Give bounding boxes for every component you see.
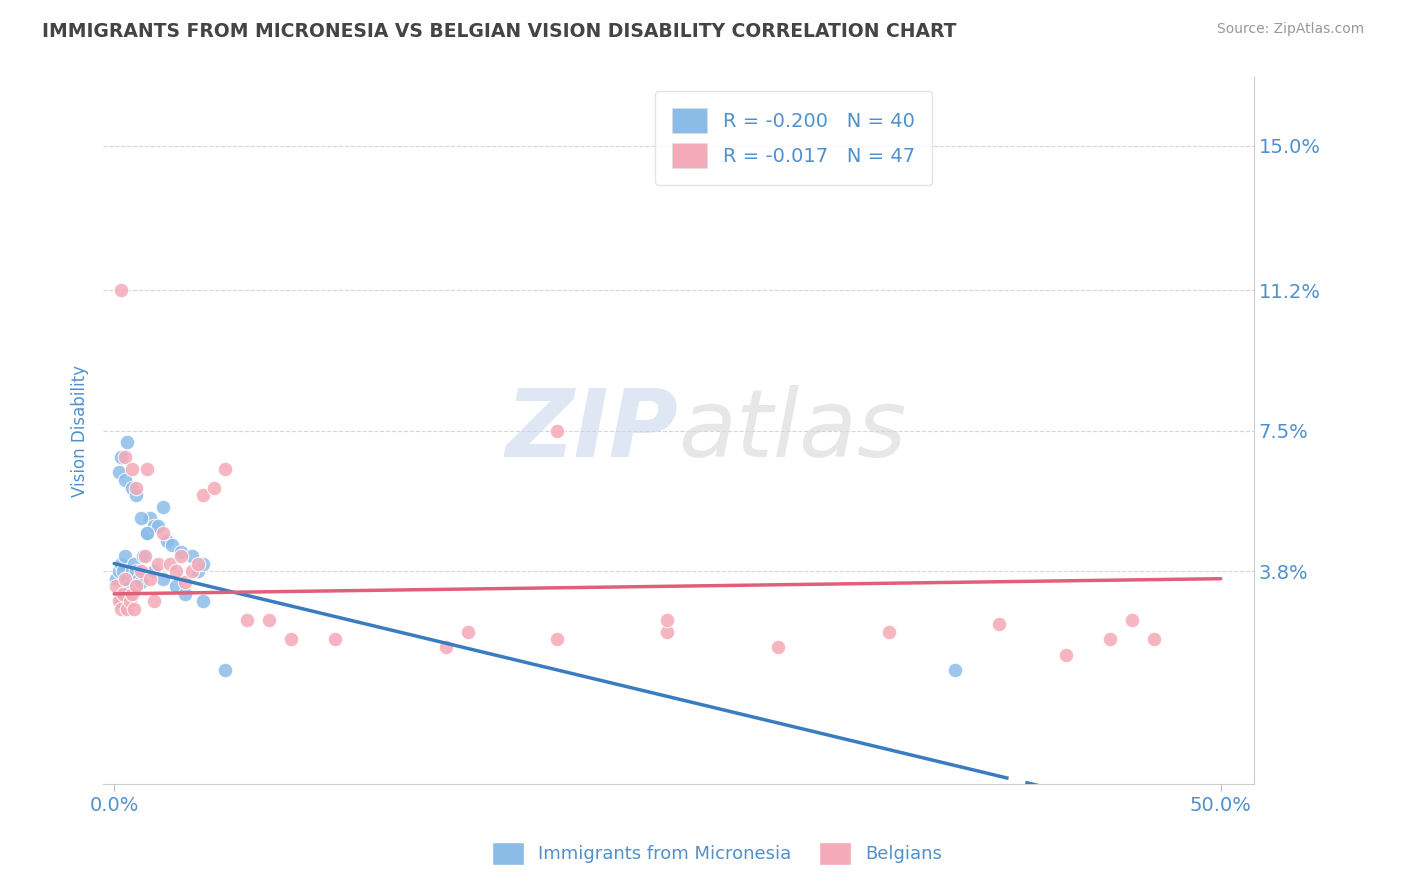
Text: IMMIGRANTS FROM MICRONESIA VS BELGIAN VISION DISABILITY CORRELATION CHART: IMMIGRANTS FROM MICRONESIA VS BELGIAN VI…: [42, 22, 956, 41]
Point: [125, 579, 148, 593]
Point: [159, 557, 181, 571]
Point: [121, 564, 143, 578]
Point: [118, 594, 141, 608]
Point: [114, 473, 136, 487]
Point: [136, 526, 159, 541]
Point: [214, 663, 236, 677]
Point: [107, 466, 129, 480]
Legend: Immigrants from Micronesia, Belgians: Immigrants from Micronesia, Belgians: [484, 835, 950, 872]
Point: [191, 594, 214, 608]
Point: [110, 602, 132, 616]
Text: atlas: atlas: [679, 385, 907, 476]
Point: [148, 557, 170, 571]
Point: [125, 488, 148, 502]
Point: [105, 572, 128, 586]
Point: [143, 594, 166, 608]
Point: [943, 663, 966, 677]
Point: [325, 632, 347, 647]
Point: [877, 624, 900, 639]
Point: [187, 564, 209, 578]
Point: [121, 461, 143, 475]
Point: [174, 587, 197, 601]
Point: [138, 511, 160, 525]
Point: [117, 602, 139, 616]
Point: [152, 526, 174, 541]
Point: [138, 572, 160, 586]
Point: [546, 424, 568, 438]
Point: [988, 617, 1011, 632]
Point: [114, 572, 136, 586]
Point: [180, 564, 202, 578]
Point: [1054, 648, 1077, 662]
Point: [121, 481, 143, 495]
Point: [1098, 632, 1121, 647]
Point: [156, 533, 179, 548]
Point: [180, 549, 202, 563]
Point: [187, 557, 209, 571]
Text: ZIP: ZIP: [506, 384, 679, 476]
Point: [112, 587, 135, 601]
Point: [110, 594, 132, 608]
Point: [165, 564, 187, 578]
Point: [128, 572, 150, 586]
Point: [257, 614, 280, 628]
Point: [136, 526, 159, 541]
Point: [174, 575, 197, 590]
Point: [143, 564, 166, 578]
Point: [121, 587, 143, 601]
Point: [125, 564, 148, 578]
Point: [280, 632, 302, 647]
Point: [110, 450, 132, 465]
Point: [114, 549, 136, 563]
Point: [132, 549, 155, 563]
Point: [1143, 632, 1166, 647]
Point: [129, 511, 152, 525]
Point: [122, 602, 145, 616]
Point: [169, 545, 191, 559]
Point: [165, 579, 187, 593]
Point: [117, 572, 139, 586]
Point: [105, 579, 128, 593]
Point: [191, 488, 214, 502]
Legend: R = -0.200   N = 40, R = -0.017   N = 47: R = -0.200 N = 40, R = -0.017 N = 47: [655, 91, 932, 186]
Point: [160, 537, 183, 551]
Point: [117, 435, 139, 450]
Point: [125, 481, 148, 495]
Y-axis label: Vision Disability: Vision Disability: [72, 365, 89, 497]
Point: [657, 624, 679, 639]
Point: [110, 283, 132, 297]
Point: [114, 450, 136, 465]
Point: [107, 594, 129, 608]
Point: [434, 640, 457, 654]
Text: Source: ZipAtlas.com: Source: ZipAtlas.com: [1216, 22, 1364, 37]
Point: [152, 572, 174, 586]
Point: [129, 575, 152, 590]
Point: [169, 549, 191, 563]
Point: [766, 640, 789, 654]
Point: [118, 579, 141, 593]
Point: [214, 461, 236, 475]
Point: [152, 500, 174, 514]
Point: [1121, 614, 1143, 628]
Point: [236, 614, 259, 628]
Point: [107, 564, 129, 578]
Point: [546, 632, 568, 647]
Point: [112, 564, 135, 578]
Point: [122, 557, 145, 571]
Point: [191, 557, 214, 571]
Point: [136, 461, 159, 475]
Point: [202, 481, 225, 495]
Point: [148, 518, 170, 533]
Point: [143, 518, 166, 533]
Point: [129, 564, 152, 578]
Point: [457, 624, 479, 639]
Point: [657, 614, 679, 628]
Point: [134, 549, 156, 563]
Point: [110, 557, 132, 571]
